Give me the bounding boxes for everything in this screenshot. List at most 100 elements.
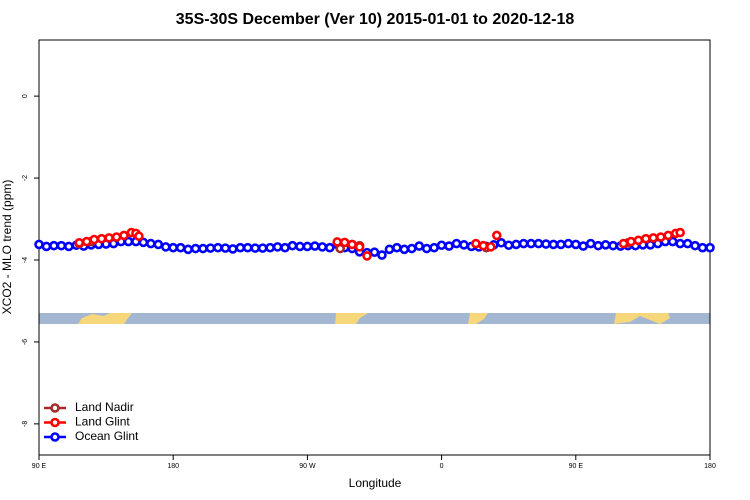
y-axis-label: XCO2 - MLO trend (ppm) [0,180,14,315]
x-tick-label: 0 [440,463,444,470]
point [570,239,581,250]
y-tick-label: -8 [22,421,29,427]
point [663,230,674,241]
point [235,242,246,253]
point [578,241,589,251]
point [618,238,629,249]
point [134,231,144,242]
point [655,232,666,242]
point [119,230,129,241]
point [280,242,290,253]
point [384,244,395,255]
point [682,238,693,249]
point [190,243,201,254]
point [690,240,700,251]
x-axis-label: Longitude [349,476,402,490]
legend-label: Land Glint [75,415,130,429]
point [369,247,380,258]
point [354,242,365,252]
legend-marker [50,417,60,428]
point [146,238,156,249]
point [332,237,343,247]
point [362,251,372,261]
point [496,237,507,248]
legend-label: Ocean Glint [75,429,139,443]
point [347,239,357,250]
point [675,227,685,238]
point [486,242,496,252]
point [414,241,425,251]
point [220,243,231,253]
point [242,242,253,253]
point [183,244,193,255]
point [265,242,275,253]
point [34,239,44,250]
point [526,238,536,249]
point [511,239,521,250]
point [444,241,454,251]
point [104,233,114,243]
point [705,242,715,253]
y-tick-label: -6 [22,339,29,345]
land-ocean-strip [39,313,710,324]
point [295,241,305,252]
x-tick-label: 90 E [32,463,47,470]
y-tick-label: -4 [22,257,29,263]
point [406,243,417,254]
point [153,239,164,250]
point [205,243,216,253]
point [175,242,186,253]
point [302,241,313,252]
point [548,239,559,250]
point [89,234,99,245]
point [593,240,603,251]
point [272,242,283,252]
point [41,241,52,252]
chart-title: 35S-30S December (Ver 10) 2015-01-01 to … [176,11,575,28]
point [518,238,529,249]
point [556,239,566,250]
point [287,240,298,251]
point [697,242,708,253]
point [533,238,544,249]
point [478,240,489,251]
point [600,240,611,250]
x-tick-label: 180 [704,463,716,470]
point [399,244,410,255]
point [585,238,596,249]
point [648,233,659,243]
point [310,241,320,251]
point [49,240,59,251]
point [160,242,171,252]
x-tick-label: 90 W [299,463,316,470]
point [641,233,651,244]
point [471,238,481,249]
point [563,238,574,249]
point [392,242,402,253]
point [608,240,618,251]
x-tick-label: 90 E [569,463,584,470]
point [451,238,462,249]
point [491,230,502,241]
point [626,236,636,247]
x-tick-label: 180 [167,463,179,470]
point [213,242,223,253]
y-tick-label: 0 [22,94,29,98]
point [339,237,350,248]
point [168,242,178,253]
point [675,238,685,249]
point [250,243,261,253]
point [541,239,551,249]
point [324,242,335,253]
point [503,240,514,251]
point [257,243,268,253]
point [96,233,107,244]
point [436,240,447,251]
point [377,250,387,260]
point [111,232,122,242]
point [56,240,67,251]
point [429,242,439,253]
point [317,242,328,252]
point [633,235,644,246]
